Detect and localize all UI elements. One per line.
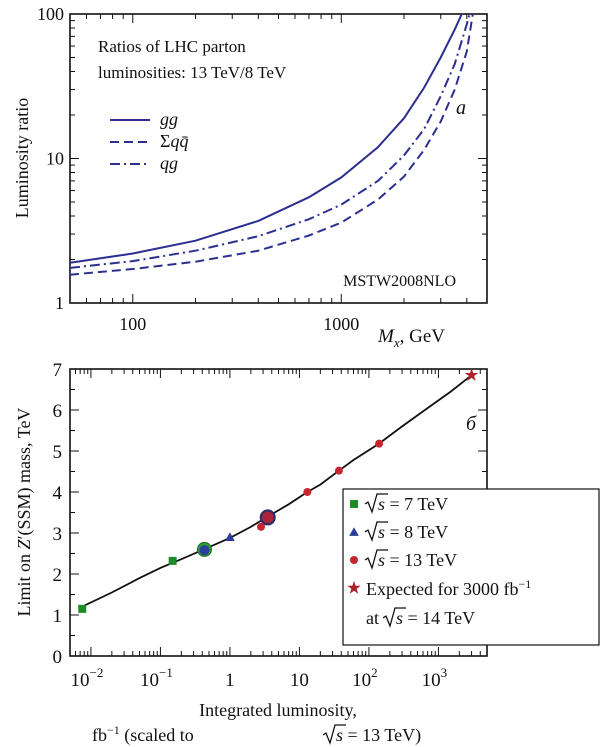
series-line-qg (70, 14, 471, 269)
legend-qqbar-label: Σqq̄ (160, 131, 188, 151)
data-point-triangle (225, 532, 235, 541)
x-label-m: M (377, 326, 395, 347)
data-point-square (78, 604, 87, 613)
y-tick-label: 1 (55, 293, 64, 313)
legend-marker-square (350, 500, 358, 508)
legend-sqrt-sign (364, 549, 388, 571)
data-point-circle (256, 522, 265, 531)
panel-a-y-axis-label: Luminosity ratio (12, 98, 32, 219)
legend-marker-star (347, 580, 361, 594)
y-tick-label: 2 (53, 565, 63, 586)
legend-label: s = 13 TeV (378, 550, 457, 570)
data-point-square (168, 556, 177, 565)
legend-marker-triangle (349, 527, 359, 536)
legend-label-expected: Expected for 3000 fb−1 (366, 577, 531, 599)
panel-b-ticks (69, 368, 488, 657)
x-label-fb-exp: −1 (107, 723, 120, 737)
panel-b-y-tick-labels: 0 1 2 3 4 5 6 7 (53, 360, 63, 668)
legend-qg-label: qg (160, 153, 178, 173)
legend-label: s = 7 TeV (378, 494, 448, 514)
panel-b-points (78, 368, 479, 613)
data-point-star (464, 368, 479, 381)
series-line-gg (70, 14, 463, 264)
legend-sqrt-sign (364, 493, 388, 515)
data-point-circle (334, 466, 343, 475)
y-tick-label: 100 (37, 4, 64, 24)
panel-b-fit-curve (79, 374, 473, 609)
panel-a-x-tick-labels: 100 1000 (119, 314, 359, 334)
x-tick-label: 10−2 (70, 665, 103, 691)
panel-b-x-label-line-2: fb−1 (scaled to s = 13 TeV) (92, 723, 421, 746)
panel-b-legend: s = 7 TeV s = 8 TeV s = 13 TeV Expected for… (342, 488, 600, 646)
panel-a-y-tick-labels: 1 10 100 (37, 4, 64, 313)
legend-gg-label: gg (160, 109, 178, 129)
x-tick-label: 10 (290, 670, 309, 691)
highlight-point-13tev (259, 509, 276, 526)
y-tick-label: 0 (53, 647, 63, 668)
x-tick-label: 103 (422, 665, 448, 691)
panel-a-watermark: MSTW2008NLO (343, 273, 456, 290)
x-label-fb: fb (92, 725, 107, 745)
x-label-sub: x (393, 335, 400, 350)
x-label-sqrt-text: s = 13 TeV) (336, 725, 421, 746)
fit-curve-line (79, 374, 473, 609)
y-tick-label: 3 (53, 524, 63, 545)
y-tick-label: 5 (53, 442, 63, 463)
y-tick-label: 7 (53, 360, 63, 381)
legend-label-expected-line-2: at (366, 608, 379, 628)
x-tick-label: 1 (225, 670, 235, 691)
panel-b-y-axis-label: Limit on Z′(SSM) mass, TeV (14, 408, 35, 617)
y-tick-label: 6 (53, 401, 63, 422)
y-tick-label: 10 (46, 149, 64, 169)
panel-a-ticks (69, 13, 488, 304)
y-label-z: Z (14, 538, 34, 549)
panel-a-x-axis-label: Mx, GeV (377, 326, 445, 350)
highlight-point-8tev (199, 545, 210, 556)
series-line-qqbar (70, 14, 474, 276)
x-tick-label: 1000 (323, 314, 359, 334)
panel-a-luminosity-ratio: 1 10 100 100 1000 Ratios of LHC parton lumi… (12, 4, 488, 350)
x-label-unit: , GeV (400, 326, 446, 347)
y-label-suffix: ′(SSM) mass, TeV (14, 408, 35, 540)
data-point-circle (375, 439, 384, 448)
x-label-sqrt-sign (322, 724, 346, 746)
x-tick-label: 100 (119, 314, 146, 334)
legend-sqrt-sign (364, 521, 388, 543)
panel-a-curves (70, 14, 474, 276)
panel-b-label: б (466, 413, 477, 435)
legend-sqrt-sign (382, 607, 406, 629)
panel-a-annotation-line-1: Ratios of LHC parton (98, 37, 246, 56)
data-point-circle (303, 488, 312, 496)
legend-marker-circle (350, 556, 358, 564)
panel-b-x-label-line-1: Integrated luminosity, (199, 700, 357, 720)
x-label-scaled: (scaled to (120, 725, 194, 746)
y-tick-label: 4 (53, 483, 63, 504)
y-tick-label: 1 (53, 606, 63, 627)
panel-a-frame (69, 13, 488, 304)
panel-a-label: a (456, 97, 466, 119)
legend-box (342, 488, 600, 646)
x-label-radical (322, 724, 346, 746)
x-tick-label: 102 (352, 665, 378, 691)
panel-a-annotation-line-2: luminosities: 13 TeV/8 TeV (98, 63, 287, 82)
y-label-prefix: Limit on (14, 549, 34, 616)
x-label-line-2-text: fb−1 (scaled to (92, 723, 194, 746)
panel-b-x-tick-labels: 10−2 10−1 1 10 102 103 (70, 665, 447, 691)
x-tick-label: 10−1 (140, 665, 173, 691)
legend-label: s = 8 TeV (378, 522, 448, 542)
legend-label-expected-sqrt-text: s = 14 TeV (396, 608, 475, 628)
